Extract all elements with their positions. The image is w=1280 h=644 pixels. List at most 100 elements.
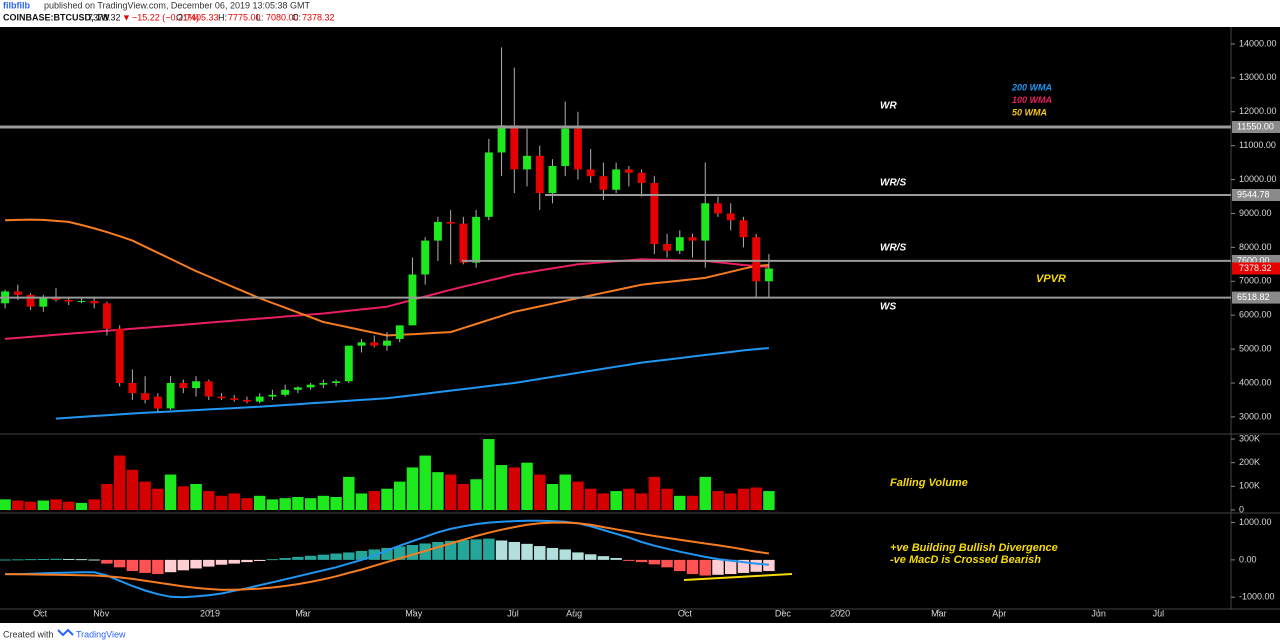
level-label: 9544.78: [1237, 189, 1270, 199]
annotation: Falling Volume: [890, 477, 968, 489]
histogram-bar: [266, 559, 279, 561]
histogram-bar: [534, 546, 546, 560]
annotation: WR/S: [880, 243, 906, 254]
volume-bar: [712, 491, 724, 511]
candle-body: [370, 342, 379, 346]
histogram-bar: [674, 559, 686, 572]
candle-body: [663, 243, 672, 251]
y-tick-label: 13000.00: [1239, 72, 1277, 82]
histogram-bar: [228, 559, 240, 564]
candle-body: [421, 240, 430, 275]
volume-bar: [559, 474, 571, 511]
candle-body: [408, 274, 417, 326]
volume-bar: [304, 498, 317, 511]
volume-bar: [635, 493, 648, 511]
candle-body: [599, 176, 608, 190]
histogram-bar: [584, 554, 597, 560]
volume-bar: [381, 488, 393, 511]
candle-body: [204, 381, 213, 397]
x-tick-label: 2020: [830, 608, 850, 618]
annotation: WR: [880, 101, 897, 112]
candle-body: [332, 381, 341, 383]
histogram-bar: [317, 554, 330, 560]
candle-body: [26, 294, 35, 307]
candle-body: [433, 221, 442, 241]
candle-body: [344, 345, 353, 382]
level-label: 7600.00: [1237, 255, 1270, 265]
histogram-bar: [686, 559, 699, 575]
volume-bar: [724, 493, 737, 511]
y-tick-label: 11000.00: [1239, 140, 1276, 150]
volume-bar: [623, 488, 635, 511]
volume-bar: [737, 488, 750, 511]
y-tick-label: 5000.00: [1239, 343, 1272, 353]
histogram-bar: [393, 546, 406, 560]
candle-body: [255, 396, 264, 402]
candle-body: [128, 382, 137, 394]
histogram-bar: [750, 559, 762, 572]
candle-body: [166, 382, 175, 409]
y-tick-label: 4000.00: [1239, 377, 1272, 387]
y-tick-label: 1000.00: [1239, 517, 1272, 527]
candle-body: [650, 182, 659, 244]
candle-body: [586, 169, 595, 177]
x-tick-label: Jul: [1153, 608, 1165, 618]
histogram-bar: [152, 559, 164, 575]
brand-logo: [57, 628, 74, 637]
candle-body: [612, 169, 621, 190]
last-price-tag: [1232, 262, 1280, 275]
volume-bar: [228, 493, 240, 511]
histogram-bar: [521, 543, 533, 560]
candle-body: [561, 128, 570, 167]
x-tick-label: Mar: [931, 608, 947, 618]
histogram-bar: [75, 559, 88, 561]
histogram-bar: [253, 559, 266, 561]
histogram-bar: [457, 540, 470, 560]
ohlc-value: 7378.32: [302, 12, 335, 22]
candle-body: [383, 340, 391, 346]
histogram-bar: [406, 544, 419, 560]
candle-body: [484, 152, 493, 217]
volume-bar: [584, 488, 597, 511]
x-tick-label: Apr: [992, 608, 1006, 618]
divergence-line: [683, 573, 793, 581]
candle-body: [115, 328, 124, 383]
candle-body: [472, 216, 481, 263]
candle-body: [230, 398, 239, 400]
line-series: [5, 258, 769, 340]
histogram-bar: [37, 558, 50, 560]
volume-bar: [444, 474, 457, 511]
volume-bar: [648, 476, 661, 511]
annotation: VPVR: [1036, 273, 1066, 285]
change-arrow: ▼: [122, 12, 131, 22]
histogram-bar: [24, 559, 37, 561]
histogram-bar: [546, 547, 559, 560]
annotation: WR/S: [880, 178, 906, 189]
line-series: [5, 519, 769, 599]
candle-body: [153, 396, 162, 409]
histogram-bar: [88, 559, 100, 561]
candle-body: [548, 166, 557, 194]
histogram-bar: [470, 539, 482, 560]
y-tick-label: -1000.00: [1239, 592, 1275, 602]
volume-bar: [190, 483, 202, 511]
volume-bar: [674, 495, 686, 511]
candle-body: [714, 203, 722, 214]
ohlc-value: 7775.00: [228, 12, 261, 22]
histogram-bar: [203, 559, 215, 567]
candle-body: [510, 125, 519, 170]
plot-group: [0, 519, 775, 599]
level-tag: [1232, 121, 1280, 134]
histogram-bar: [559, 549, 571, 560]
candle-body: [739, 220, 748, 238]
volume-bar: [534, 474, 546, 511]
volume-bar: [470, 479, 482, 511]
candle-body: [395, 325, 404, 339]
candle-body: [179, 382, 188, 389]
candle-body: [459, 223, 468, 263]
level-tag: [1232, 189, 1280, 202]
candle-body: [102, 303, 111, 329]
legend-entry: 200 WMA: [1011, 82, 1052, 92]
volume-bar: [88, 499, 100, 511]
